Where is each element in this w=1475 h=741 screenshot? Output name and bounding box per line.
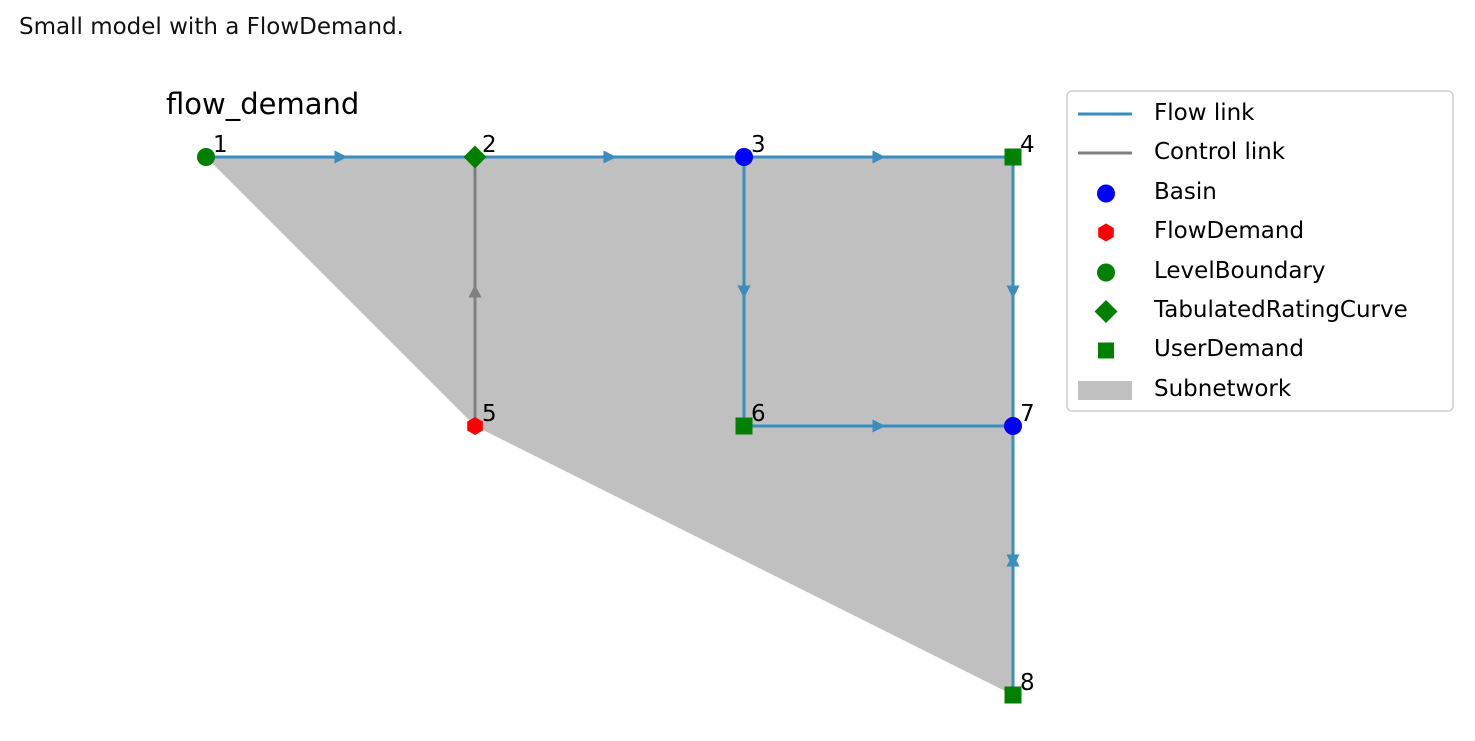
legend-swatch-line	[1078, 151, 1132, 155]
legend-marker	[1098, 342, 1114, 359]
node-labels-layer: 1 2 3 4 5 6 7 8	[213, 132, 1035, 696]
legend-item: Flow link	[1068, 95, 1452, 134]
link-arrowhead	[872, 419, 886, 433]
flow-link-2-3	[475, 150, 744, 164]
node-label-8: 8	[1020, 670, 1035, 696]
legend-swatch-patch	[1078, 380, 1132, 400]
legend-item: FlowDemand	[1068, 213, 1452, 252]
flow-link-6-7	[744, 419, 1013, 433]
legend-item: LevelBoundary	[1068, 253, 1452, 292]
flow-link-3-4	[744, 150, 1013, 164]
node-label-4: 4	[1020, 132, 1035, 158]
flow-link-4-7	[1006, 157, 1020, 426]
legend-label: UserDemand	[1154, 336, 1304, 363]
legend-marker	[1097, 184, 1115, 203]
legend-marker	[1098, 223, 1114, 242]
flow-link-3-6	[737, 157, 751, 426]
link-arrowhead	[1006, 285, 1020, 299]
legend-label: Basin	[1154, 178, 1217, 205]
legend-label: Flow link	[1154, 100, 1255, 126]
node-label-2: 2	[482, 132, 497, 158]
link-arrowhead	[872, 150, 886, 164]
flowdemand-node-5	[467, 417, 483, 435]
node-label-5: 5	[482, 401, 497, 427]
link-arrowhead	[603, 150, 617, 164]
legend-swatch-square	[1098, 342, 1114, 359]
legend-swatch-diamond	[1094, 300, 1118, 323]
legend-label: Subnetwork	[1154, 375, 1292, 402]
legend-item: Subnetwork	[1068, 371, 1452, 410]
tabulatedratingcurve-node-2	[463, 145, 487, 169]
userdemand-node-8	[1004, 686, 1022, 704]
legend-label: LevelBoundary	[1154, 257, 1326, 284]
link-arrowhead	[468, 284, 482, 298]
levelboundary-node-1	[197, 148, 215, 166]
legend-swatch-circle	[1097, 184, 1115, 203]
legend-swatch-hexagon	[1098, 223, 1114, 242]
link-arrowhead	[737, 285, 751, 299]
node-label-6: 6	[751, 401, 766, 427]
legend-swatch-circle	[1097, 263, 1115, 282]
node-label-3: 3	[751, 132, 766, 158]
legend-label: Control link	[1154, 139, 1286, 166]
node-label-1: 1	[213, 132, 228, 158]
subnetwork-layer	[206, 157, 1013, 695]
legend-item: Basin	[1068, 174, 1452, 213]
flow-link-8-7	[1006, 426, 1020, 695]
basin-node-7	[1004, 417, 1022, 435]
diagram-title: flow_demand	[166, 87, 359, 121]
legend-marker	[1097, 263, 1115, 282]
userdemand-node-6	[735, 417, 753, 435]
legend-label: FlowDemand	[1154, 218, 1305, 245]
link-arrowhead	[1006, 553, 1020, 567]
control-link-5-2	[468, 157, 482, 426]
flow-link-1-2	[206, 150, 475, 164]
legend-label: TabulatedRatingCurve	[1154, 297, 1408, 323]
subnetwork-patch	[206, 157, 1013, 695]
legend-marker	[1094, 300, 1118, 323]
userdemand-node-4	[1004, 148, 1022, 166]
legend: Flow link Control link Basin FlowDemand Leve…	[1066, 90, 1454, 412]
nodes-layer	[197, 145, 1022, 704]
basin-node-3	[735, 148, 753, 166]
figure-caption: Small model with a FlowDemand.	[19, 14, 404, 40]
node-label-7: 7	[1020, 401, 1035, 427]
legend-item: UserDemand	[1068, 331, 1452, 370]
legend-item: Control link	[1068, 134, 1452, 173]
legend-item: TabulatedRatingCurve	[1068, 292, 1452, 331]
link-arrowhead	[334, 150, 348, 164]
links-layer	[206, 150, 1020, 695]
legend-swatch-line	[1078, 112, 1132, 116]
